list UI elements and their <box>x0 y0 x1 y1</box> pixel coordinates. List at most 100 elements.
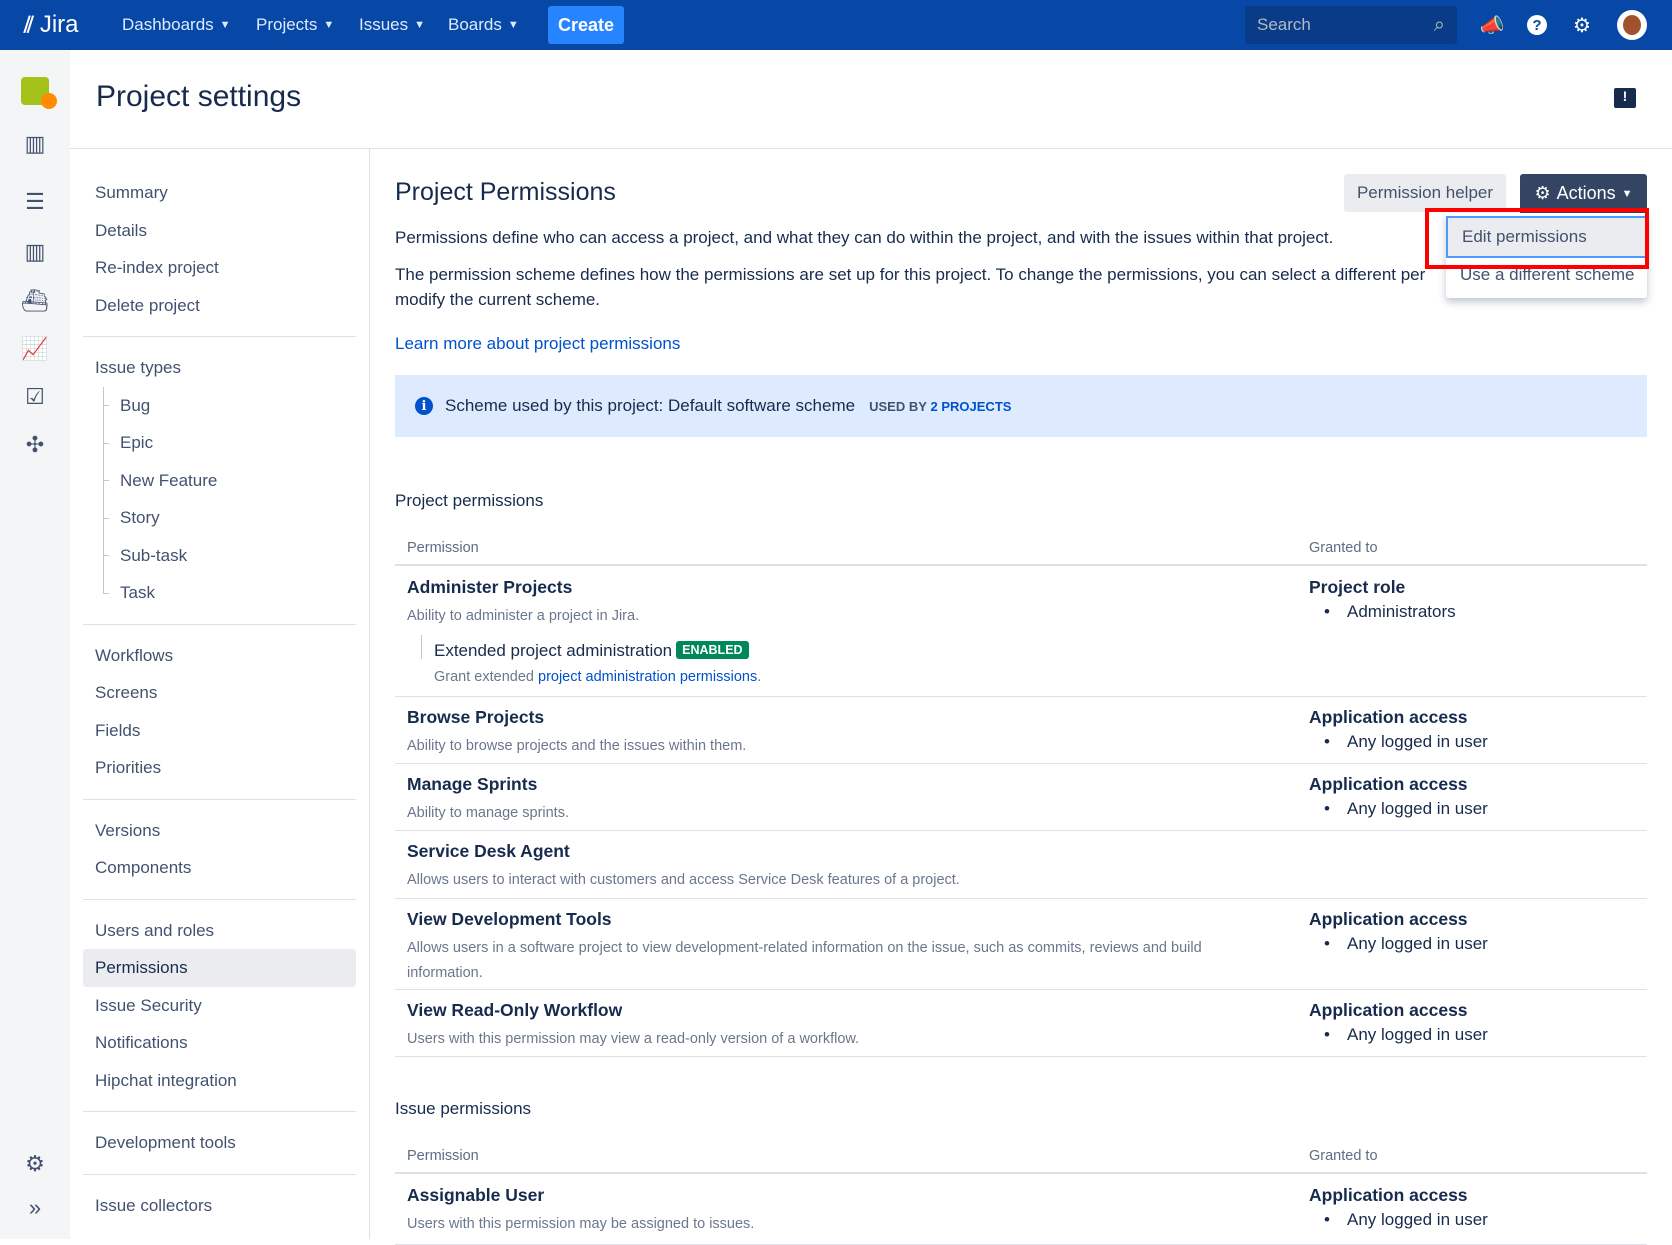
actions-button[interactable]: ⚙ Actions ▼ <box>1520 174 1647 213</box>
reports-icon[interactable]: 📈 <box>21 336 49 361</box>
sidebar-item-screens[interactable]: Screens <box>95 683 158 702</box>
project-sidebar-rail: ▥ ☰ ▥ ⛴ 📈 ☑ ✣ ⚙ » <box>0 50 70 1239</box>
permission-cell: Service Desk Agent Allows users to intera… <box>407 841 1267 893</box>
search-input[interactable]: Search ⌕ <box>1245 6 1457 44</box>
permission-name: Manage Sprints <box>407 774 538 794</box>
use-different-scheme-menu-item[interactable]: Use a different scheme <box>1460 265 1635 284</box>
permission-cell: View Development Tools Allows users in a … <box>407 909 1267 986</box>
project-avatar[interactable] <box>14 70 57 112</box>
board-icon[interactable]: ☰ <box>25 189 45 214</box>
granted-item: Any logged in user <box>1309 732 1488 752</box>
sidebar-item-sub-task[interactable]: Sub-task <box>83 536 356 575</box>
feedback-icon[interactable]: ! <box>1614 88 1636 108</box>
table-row: View Read-Only Workflow Users with this p… <box>395 990 1647 1057</box>
issue-permissions-heading: Issue permissions <box>395 1099 532 1118</box>
granted-item: Any logged in user <box>1309 1210 1488 1230</box>
help-icon[interactable]: ? <box>1524 12 1550 38</box>
sidebar-item-issue-collectors[interactable]: Issue collectors <box>95 1195 213 1215</box>
granted-cell: Application access Any logged in user <box>1309 774 1488 819</box>
sidebar-item-summary[interactable]: Summary <box>95 183 168 202</box>
granted-item: Administrators <box>1309 602 1456 622</box>
nav-boards[interactable]: Boards ▼ <box>448 15 519 34</box>
sidebar-item-new-feature[interactable]: New Feature <box>83 461 356 500</box>
releases-icon[interactable]: ⛴ <box>21 288 49 313</box>
granted-type: Application access <box>1309 1000 1468 1020</box>
used-by-link[interactable]: 2 PROJECTS <box>930 398 1012 414</box>
sidebar-item-priorities[interactable]: Priorities <box>95 758 162 777</box>
table-header: Permission Granted to <box>395 534 1647 566</box>
gear-icon: ⚙ <box>1534 183 1551 203</box>
sidebar-group-divider <box>83 336 356 337</box>
intro-text-2: The permission scheme defines how the pe… <box>395 265 1426 284</box>
sidebar-item-epic[interactable]: Epic <box>83 424 356 462</box>
sidebar-item-workflows[interactable]: Workflows <box>95 645 174 665</box>
edit-permissions-menu-item[interactable]: Edit permissions <box>1446 216 1649 258</box>
sidebar-item-task[interactable]: Task <box>83 574 356 612</box>
jira-logo[interactable]: ⫽ Jira <box>24 11 79 38</box>
sidebar-item-users-and-roles[interactable]: Users and roles <box>95 920 215 940</box>
top-navigation: ⫽ Jira Dashboards ▼ Projects ▼ Issues ▼ Boa… <box>0 0 1672 50</box>
header-divider <box>70 148 1672 149</box>
permission-name: Service Desk Agent <box>407 841 570 861</box>
sidebar-item-issue-types[interactable]: Issue types <box>95 358 181 377</box>
sidebar-item-details[interactable]: Details <box>95 220 147 240</box>
permission-name: Assignable User <box>407 1185 545 1205</box>
components-icon[interactable]: ✣ <box>25 432 45 457</box>
sidebar-item-components[interactable]: Components <box>95 858 192 877</box>
expand-icon[interactable]: » <box>28 1195 42 1220</box>
actions-dropdown: Edit permissions Use a different scheme <box>1446 213 1649 298</box>
project-admin-permissions-link[interactable]: project administration permissions <box>538 669 758 685</box>
sidebar-item-notifications[interactable]: Notifications <box>95 1033 188 1052</box>
sidebar-item-versions[interactable]: Versions <box>95 820 161 840</box>
backlog-icon[interactable]: ▥ <box>24 131 46 156</box>
nav-issues[interactable]: Issues ▼ <box>359 15 426 34</box>
sidebar-item-re-index-project[interactable]: Re-index project <box>95 258 219 277</box>
chevron-down-icon: ▼ <box>219 19 231 31</box>
sidebar-item-delete-project[interactable]: Delete project <box>95 295 200 315</box>
sidebar-item-permissions[interactable]: Permissions <box>83 949 356 987</box>
table-row: Manage Sprints Ability to manage sprints.… <box>395 764 1647 831</box>
sidebar-item-issue-security[interactable]: Issue Security <box>95 995 202 1015</box>
granted-type: Application access <box>1309 909 1468 929</box>
intro-text: Permissions define who can access a proj… <box>395 228 1334 247</box>
avatar[interactable] <box>1617 10 1647 40</box>
learn-more-link[interactable]: Learn more about project permissions <box>395 334 681 353</box>
sidebar-item-fields[interactable]: Fields <box>95 720 141 740</box>
table-row: Assignable User Users with this permissio… <box>395 1175 1647 1245</box>
sidebar-group-divider <box>83 798 356 800</box>
table-row: Browse Projects Ability to browse project… <box>395 697 1647 764</box>
gear-icon[interactable]: ⚙ <box>1573 14 1591 37</box>
search-icon: ⌕ <box>1433 13 1445 36</box>
permission-cell: Administer Projects Ability to administer… <box>407 577 1267 685</box>
intro-text-3: modify the current scheme. <box>395 290 601 309</box>
section-title: Project Permissions <box>395 178 616 206</box>
chevron-down-icon: ▼ <box>1621 187 1633 200</box>
granted-type: Application access <box>1309 1185 1468 1205</box>
permission-helper-button[interactable]: Permission helper <box>1344 174 1506 212</box>
nav-projects[interactable]: Projects ▼ <box>256 15 335 34</box>
nav-dashboards[interactable]: Dashboards ▼ <box>122 15 231 34</box>
sidebar-item-story[interactable]: Story <box>83 499 356 537</box>
granted-cell: Application access Any logged in user <box>1309 1185 1488 1230</box>
permission-description: Ability to manage sprints. <box>407 805 569 821</box>
sidebar-item-bug[interactable]: Bug <box>83 386 356 425</box>
permission-cell: Assignable User Users with this permissio… <box>407 1185 1267 1237</box>
table-header: Permission Granted to <box>395 1142 1647 1174</box>
megaphone-icon[interactable]: 📣 <box>1479 14 1505 37</box>
sidebar-group-divider <box>83 898 356 900</box>
sidebar-item-development-tools[interactable]: Development tools <box>95 1133 236 1152</box>
project-permissions-heading: Project permissions <box>395 491 544 510</box>
table-row: View Development Tools Allows users in a … <box>395 899 1647 990</box>
settings-icon[interactable]: ⚙ <box>25 1151 45 1176</box>
granted-type: Application access <box>1309 707 1468 727</box>
issues-icon[interactable]: ☑ <box>25 384 45 409</box>
granted-type: Application access <box>1309 774 1468 794</box>
permission-cell: Browse Projects Ability to browse project… <box>407 707 1267 759</box>
permission-name: View Development Tools <box>407 909 612 929</box>
sidebar-item-hipchat-integration[interactable]: Hipchat integration <box>95 1070 237 1090</box>
permission-description: Allows users in a software project to vi… <box>407 940 1202 981</box>
sprints-icon[interactable]: ▥ <box>24 239 46 264</box>
create-button[interactable]: Create <box>548 6 624 44</box>
page-title: Project settings <box>96 80 302 113</box>
table-row: Administer Projects Ability to administer… <box>395 567 1647 697</box>
